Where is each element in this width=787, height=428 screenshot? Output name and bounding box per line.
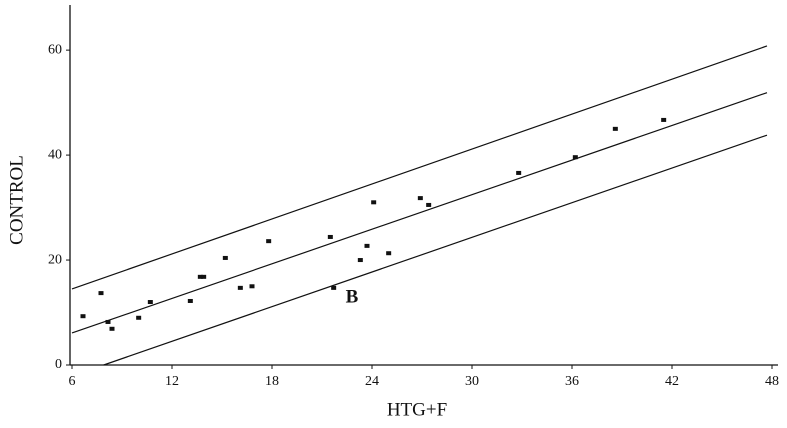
point	[105, 319, 111, 324]
annotation: B	[346, 286, 359, 307]
point	[201, 274, 207, 279]
point	[331, 285, 337, 290]
point	[516, 170, 522, 175]
fit-line	[103, 134, 768, 366]
point	[109, 326, 115, 331]
x-tick-label: 30	[465, 374, 479, 389]
point	[98, 291, 104, 296]
point	[327, 234, 333, 239]
point	[364, 243, 370, 248]
point	[237, 285, 243, 290]
fit-line	[71, 45, 768, 290]
fit-line	[71, 92, 768, 334]
x-tick-label: 48	[765, 374, 779, 389]
x-tick-label: 6	[69, 374, 76, 389]
point	[197, 274, 203, 279]
y-axis-title: CONTROL	[6, 155, 27, 245]
point	[187, 298, 193, 303]
y-tick-label: 40	[48, 147, 62, 162]
point	[136, 315, 142, 320]
point	[371, 200, 377, 205]
point	[612, 126, 618, 131]
x-tick-label: 42	[665, 374, 679, 389]
x-tick-label: 36	[565, 374, 579, 389]
point	[572, 155, 578, 160]
point	[80, 314, 86, 319]
y-tick-label: 60	[48, 42, 62, 57]
point	[266, 239, 272, 244]
y-tick-label: 20	[48, 252, 62, 267]
x-tick-label: 12	[165, 374, 179, 389]
point	[222, 255, 228, 260]
point	[357, 258, 363, 263]
point	[147, 300, 153, 305]
y-tick-label: 0	[55, 357, 62, 372]
point	[426, 202, 432, 207]
point	[417, 196, 423, 201]
point	[249, 284, 255, 289]
x-axis-title: HTG+F	[387, 399, 447, 420]
point	[386, 251, 392, 256]
point	[661, 117, 667, 122]
x-tick-label: 18	[265, 374, 279, 389]
x-tick-label: 24	[365, 374, 379, 389]
